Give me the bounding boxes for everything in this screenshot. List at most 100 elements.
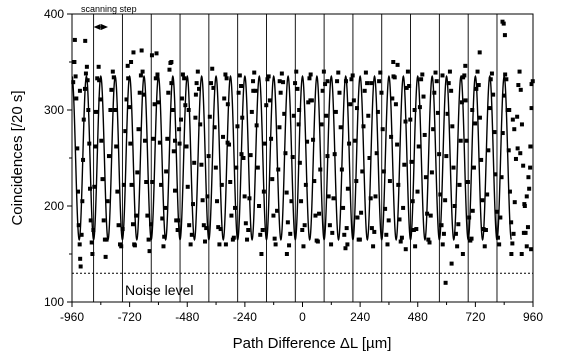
data-point [515, 115, 519, 119]
data-point [94, 110, 98, 114]
data-point [226, 102, 230, 106]
data-point [305, 140, 309, 144]
data-point [74, 96, 78, 100]
data-point [113, 108, 117, 112]
data-point [97, 65, 101, 69]
data-point [390, 96, 394, 100]
data-point [273, 237, 277, 241]
data-point [123, 129, 127, 133]
data-point [179, 118, 183, 122]
data-point [274, 242, 278, 246]
x-axis-label: Path Difference ΔL [µm] [233, 335, 392, 352]
data-point [80, 199, 84, 203]
data-point [190, 233, 194, 237]
data-point [459, 139, 463, 143]
data-point [497, 242, 501, 246]
data-point [360, 169, 364, 173]
data-point [134, 214, 138, 218]
data-point [224, 242, 228, 246]
data-point [297, 108, 301, 112]
data-point [289, 199, 293, 203]
data-point [176, 228, 180, 232]
data-point [205, 194, 209, 198]
data-point [322, 70, 326, 74]
data-point [155, 72, 159, 76]
data-point [449, 89, 453, 93]
data-point [225, 76, 229, 80]
data-point [287, 243, 291, 247]
data-point [261, 228, 265, 232]
data-point [463, 64, 467, 68]
data-point [91, 228, 95, 232]
data-point [211, 86, 215, 90]
data-point [340, 168, 344, 172]
data-point [105, 238, 109, 242]
data-point [521, 164, 525, 168]
data-point [73, 38, 77, 42]
data-point [141, 70, 145, 74]
data-point [214, 166, 218, 170]
data-point [72, 60, 76, 64]
data-point [525, 194, 529, 198]
data-point [112, 75, 116, 79]
data-point [393, 75, 397, 79]
data-point [480, 198, 484, 202]
data-point [527, 187, 531, 191]
data-point [119, 244, 123, 248]
data-point [458, 183, 462, 187]
data-point [364, 71, 368, 75]
y-axis-label: Coincidences [/20 s] [9, 90, 26, 225]
data-point [150, 180, 154, 184]
data-point [171, 108, 175, 112]
data-point [376, 110, 380, 114]
data-point [343, 246, 347, 250]
data-point [267, 74, 271, 78]
data-point [359, 211, 363, 215]
data-point [292, 114, 296, 118]
data-point [117, 223, 121, 227]
data-point [167, 68, 171, 72]
data-point [452, 166, 456, 170]
data-point [172, 149, 176, 153]
data-point [387, 218, 391, 222]
data-point [396, 183, 400, 187]
data-point [411, 199, 415, 203]
data-point [422, 95, 426, 99]
data-point [327, 194, 331, 198]
data-point [79, 264, 83, 268]
data-point [476, 70, 480, 74]
data-point [528, 166, 532, 170]
data-point [139, 73, 143, 77]
x-tick-label: 480 [408, 310, 428, 324]
data-point [456, 222, 460, 226]
data-point [217, 242, 221, 246]
data-point [394, 102, 398, 106]
data-point [406, 70, 410, 74]
data-point [519, 88, 523, 92]
data-point [173, 189, 177, 193]
data-point [354, 179, 358, 183]
data-point [441, 242, 445, 246]
data-point [345, 242, 349, 246]
data-point [258, 233, 262, 237]
data-point [530, 82, 534, 86]
data-point [414, 227, 418, 231]
data-point [353, 139, 357, 143]
data-point [473, 121, 477, 125]
data-point [193, 116, 197, 120]
data-point [347, 142, 351, 146]
data-point [291, 155, 295, 159]
data-point [395, 143, 399, 147]
data-point [351, 73, 355, 77]
data-point [372, 230, 376, 234]
data-point [98, 97, 102, 101]
data-point [391, 60, 395, 64]
data-point [93, 144, 97, 148]
data-point [446, 112, 450, 116]
data-point [125, 97, 129, 101]
data-point [264, 103, 268, 107]
data-point [492, 130, 496, 134]
data-point [86, 78, 90, 82]
data-point [160, 216, 164, 220]
